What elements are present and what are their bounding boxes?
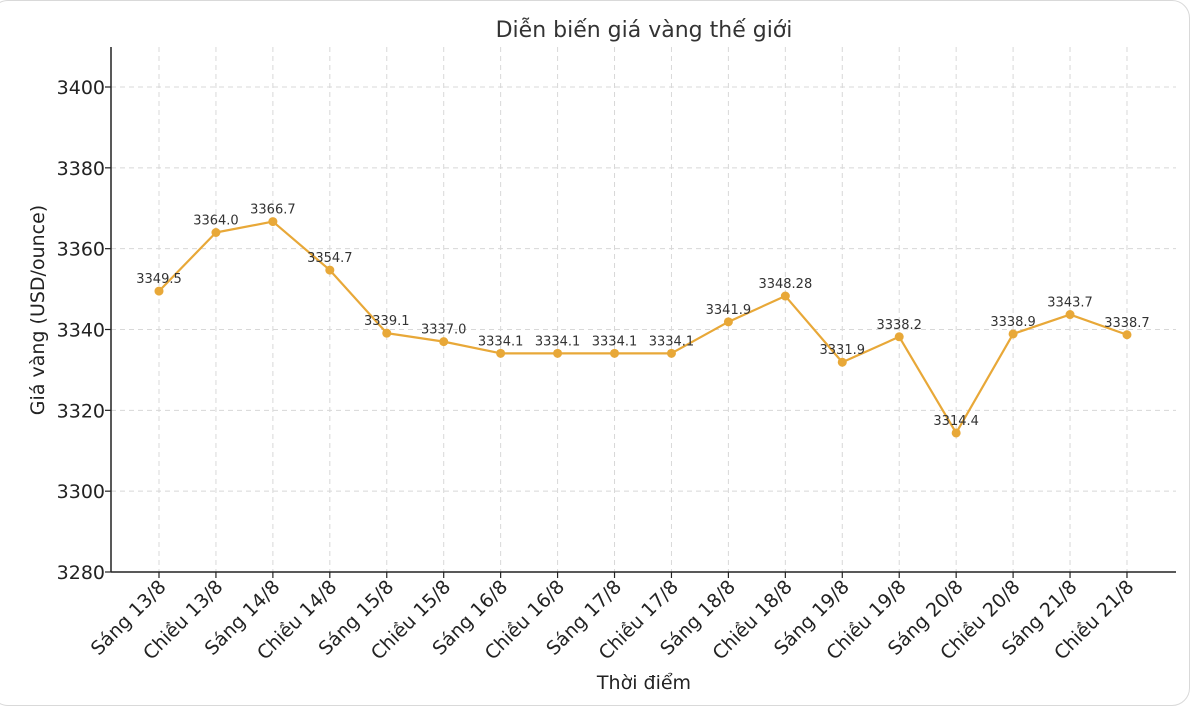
y-tick-label: 3400 <box>57 77 105 99</box>
data-label: 3337.0 <box>421 323 467 338</box>
x-axis-title: Thời điểm <box>596 672 691 694</box>
data-point <box>837 357 847 367</box>
data-point <box>325 265 335 275</box>
data-label: 3339.1 <box>364 314 410 329</box>
series-layer <box>154 217 1132 438</box>
axis-layer <box>110 47 1176 573</box>
data-label: 3334.1 <box>535 334 581 349</box>
data-point <box>780 291 790 301</box>
data-label: 3343.7 <box>1047 296 1093 311</box>
data-label: 3338.9 <box>990 315 1036 330</box>
data-point <box>211 228 221 237</box>
data-point <box>154 286 164 296</box>
data-label: 3331.9 <box>820 343 866 358</box>
y-tick-label: 3280 <box>57 562 105 584</box>
y-tick-label: 3320 <box>57 400 105 422</box>
data-point <box>268 217 278 227</box>
data-point <box>894 332 904 342</box>
data-label: 3366.7 <box>250 203 296 218</box>
y-tick-label: 3300 <box>57 481 105 503</box>
data-label: 3364.0 <box>193 214 239 229</box>
data-point <box>666 348 676 358</box>
data-point <box>610 348 620 358</box>
data-label: 3349.5 <box>136 272 182 287</box>
data-label: 3314.4 <box>933 414 979 429</box>
data-point <box>439 337 449 347</box>
y-tick-labels: 3280 3300 3320 3340 3360 3380 3400 <box>57 77 111 584</box>
data-point <box>382 328 392 338</box>
data-label: 3334.1 <box>478 334 524 349</box>
data-label: 3348.28 <box>758 277 812 292</box>
data-point <box>1065 310 1075 320</box>
data-label: 3341.9 <box>706 303 752 318</box>
data-label: 3334.1 <box>592 334 638 349</box>
series-line <box>158 220 1128 435</box>
data-label: 3338.2 <box>876 318 922 333</box>
chart-title: Diễn biến giá vàng thế giới <box>496 17 793 43</box>
data-point <box>1008 329 1018 339</box>
data-label: 3354.7 <box>307 251 353 266</box>
y-axis-title: Giá vàng (USD/ounce) <box>27 205 49 415</box>
data-point <box>553 348 563 358</box>
y-tick-label: 3340 <box>57 320 105 342</box>
data-point <box>723 317 733 327</box>
data-point <box>496 348 506 358</box>
data-point <box>1122 330 1132 340</box>
data-label: 3338.7 <box>1104 316 1150 331</box>
data-point <box>951 428 961 438</box>
data-label: 3334.1 <box>649 334 695 349</box>
data-labels: 3349.5 3364.0 3366.7 3354.7 3339.1 3337.0 3334… <box>136 203 1149 429</box>
y-tick-label: 3380 <box>57 158 105 180</box>
grid-layer <box>111 47 1176 572</box>
y-tick-label: 3360 <box>57 239 105 261</box>
